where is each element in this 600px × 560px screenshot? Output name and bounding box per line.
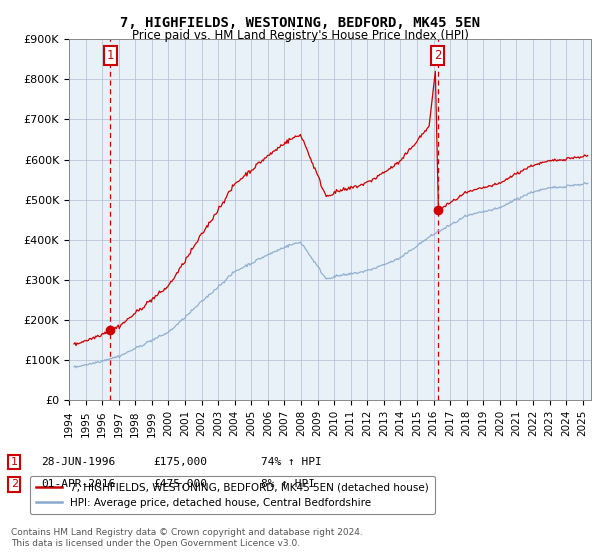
Text: £175,000: £175,000 bbox=[153, 457, 207, 467]
Text: 1: 1 bbox=[11, 457, 18, 467]
Text: 2: 2 bbox=[434, 49, 442, 62]
Text: 28-JUN-1996: 28-JUN-1996 bbox=[41, 457, 115, 467]
Text: 2: 2 bbox=[11, 479, 18, 489]
Text: £475,000: £475,000 bbox=[153, 479, 207, 489]
Text: Contains HM Land Registry data © Crown copyright and database right 2024.
This d: Contains HM Land Registry data © Crown c… bbox=[11, 528, 362, 548]
Text: 01-APR-2016: 01-APR-2016 bbox=[41, 479, 115, 489]
Text: 1: 1 bbox=[107, 49, 114, 62]
Text: Price paid vs. HM Land Registry's House Price Index (HPI): Price paid vs. HM Land Registry's House … bbox=[131, 29, 469, 42]
Text: 74% ↑ HPI: 74% ↑ HPI bbox=[261, 457, 322, 467]
Text: 7, HIGHFIELDS, WESTONING, BEDFORD, MK45 5EN: 7, HIGHFIELDS, WESTONING, BEDFORD, MK45 … bbox=[120, 16, 480, 30]
Legend: 7, HIGHFIELDS, WESTONING, BEDFORD, MK45 5EN (detached house), HPI: Average price: 7, HIGHFIELDS, WESTONING, BEDFORD, MK45 … bbox=[30, 476, 436, 514]
Text: 8% ↑ HPI: 8% ↑ HPI bbox=[261, 479, 315, 489]
